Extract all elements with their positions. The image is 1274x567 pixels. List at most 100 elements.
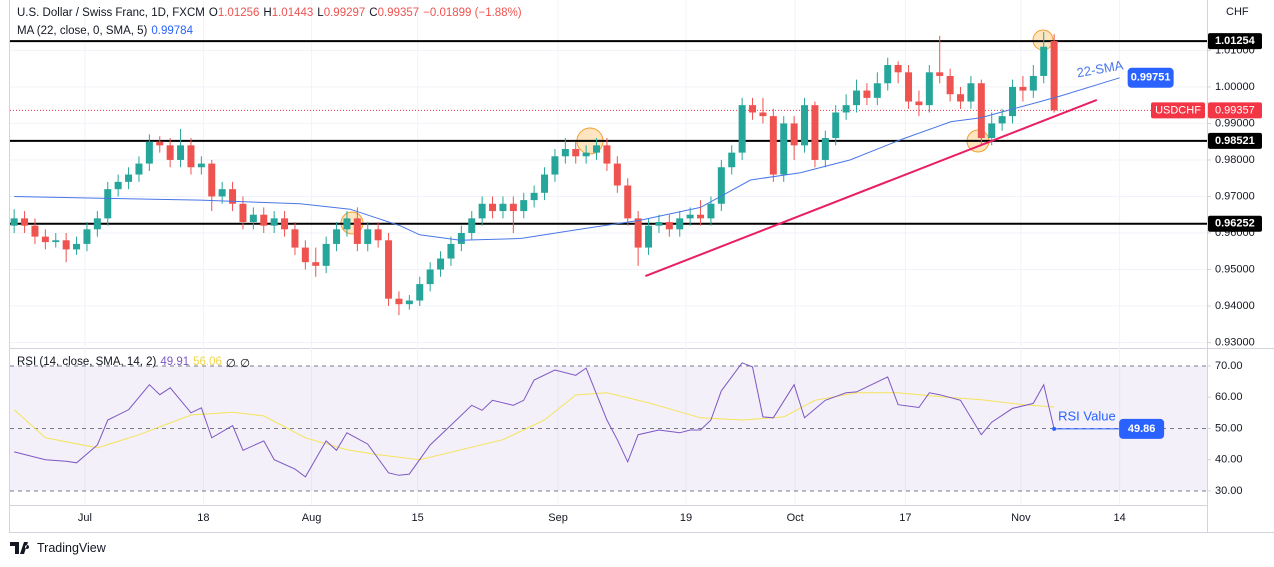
candle-body xyxy=(613,163,621,186)
candle-body xyxy=(769,116,777,175)
candle-body xyxy=(249,214,257,223)
ma-line xyxy=(14,77,1120,241)
candle-body xyxy=(977,83,985,139)
last-name: USDCHF xyxy=(1155,104,1201,116)
candle-body xyxy=(437,258,445,270)
ohlc-item: H1.01443 xyxy=(263,7,313,19)
candle-body xyxy=(936,72,944,76)
candle-body xyxy=(145,141,153,164)
candle-body xyxy=(301,247,309,263)
candle-body xyxy=(1050,41,1058,111)
y-tick-label: 50.00 xyxy=(1215,422,1243,434)
candle-body xyxy=(1019,86,1027,91)
candle-body xyxy=(749,105,757,113)
candle-body xyxy=(478,203,486,219)
candle-body xyxy=(489,203,497,212)
candle-body xyxy=(884,64,892,84)
candle-body xyxy=(10,218,18,226)
ma-badge-bg xyxy=(1127,67,1174,88)
change: −0.01899 (−1.88%) xyxy=(423,7,522,19)
candle-body xyxy=(863,90,871,98)
level-badge-bg xyxy=(1208,33,1262,50)
candle-body xyxy=(541,174,549,193)
candle-body xyxy=(946,75,954,95)
candle-body xyxy=(156,141,164,146)
candle-body xyxy=(967,83,975,102)
candle-body xyxy=(759,112,767,117)
candle-body xyxy=(998,116,1006,124)
candle-body xyxy=(801,105,809,146)
y-tick-label: 40.00 xyxy=(1215,454,1243,466)
candle-body xyxy=(405,300,413,305)
x-tick-label: 15 xyxy=(412,512,424,524)
candle-body xyxy=(707,203,715,219)
rsi-line xyxy=(14,362,1055,478)
level-badge: 0.96252 xyxy=(1215,218,1255,230)
candle-body xyxy=(364,229,372,244)
candle-body xyxy=(291,229,299,248)
y-tick-label: 0.99000 xyxy=(1215,117,1255,129)
ohlc-value: 0.99357 xyxy=(377,7,420,19)
candle-body xyxy=(426,269,434,285)
candle-body xyxy=(1029,75,1037,91)
rsi-annotation: RSI Value xyxy=(1058,408,1116,423)
background xyxy=(0,0,1274,533)
candle-body xyxy=(197,163,205,168)
candle-body xyxy=(873,83,881,98)
rsi-extra: ∅ xyxy=(239,358,250,370)
candle-body xyxy=(31,225,39,237)
candle-body xyxy=(530,192,538,201)
candle-body xyxy=(957,94,965,102)
candle-body xyxy=(780,123,788,175)
candle-body xyxy=(333,229,341,244)
ma-value: 0.99784 xyxy=(151,25,193,37)
symbol-title: U.S. Dollar / Swiss Franc, 1D, FXCM xyxy=(17,7,205,19)
ma-badge: 0.99751 xyxy=(1131,72,1171,84)
candle-body xyxy=(665,222,673,230)
y-tick-label: 0.98000 xyxy=(1215,154,1255,166)
candle-body xyxy=(239,203,247,223)
candle-body xyxy=(62,240,70,250)
rsi-label: RSI (14, close, SMA, 14, 2) xyxy=(17,356,157,368)
candle-body xyxy=(582,152,590,157)
candle-body xyxy=(187,145,195,168)
candle-body xyxy=(790,123,798,146)
candle-body xyxy=(842,105,850,113)
x-tick-label: Nov xyxy=(1011,512,1031,524)
candle-body xyxy=(509,203,517,212)
candle-body xyxy=(1009,86,1017,117)
candle-body xyxy=(166,145,174,160)
candle-body xyxy=(322,243,330,266)
logo xyxy=(10,542,30,554)
candle-body xyxy=(1040,46,1048,76)
y-tick-label: 1.00000 xyxy=(1215,81,1255,93)
candle-body xyxy=(83,229,91,244)
candle-body xyxy=(634,218,642,248)
candle-body xyxy=(832,112,840,139)
candle-body xyxy=(593,145,601,153)
candle-body xyxy=(468,218,476,233)
x-tick-label: 14 xyxy=(1114,512,1126,524)
rsi-value: 49.91 xyxy=(160,356,190,368)
candle-body xyxy=(135,163,143,175)
candle-body xyxy=(520,200,528,212)
candle-body xyxy=(925,72,933,106)
ohlc-item: L0.99297 xyxy=(317,7,365,19)
candle-body xyxy=(894,64,902,73)
ma-legend: MA (22, close, 0, SMA, 5) 0.99784 xyxy=(17,25,193,37)
candle-body xyxy=(811,105,819,160)
candle-body xyxy=(229,189,237,204)
candle-body xyxy=(624,185,632,219)
rsi-legend: RSI (14, close, SMA, 14, 2) 49.91 56.06 … xyxy=(17,356,250,370)
level-badge-bg xyxy=(1208,132,1262,149)
ohlc-key: O xyxy=(208,7,218,19)
candle-body xyxy=(73,243,81,250)
ohlc-key: H xyxy=(263,7,272,19)
rsi-badge-bg xyxy=(1119,418,1165,439)
rsi-extra: ∅ xyxy=(225,358,236,370)
candle-body xyxy=(572,148,580,157)
level-badge: 1.01254 xyxy=(1215,35,1256,47)
candle-body xyxy=(697,214,705,219)
ohlc-key: L xyxy=(317,7,324,19)
